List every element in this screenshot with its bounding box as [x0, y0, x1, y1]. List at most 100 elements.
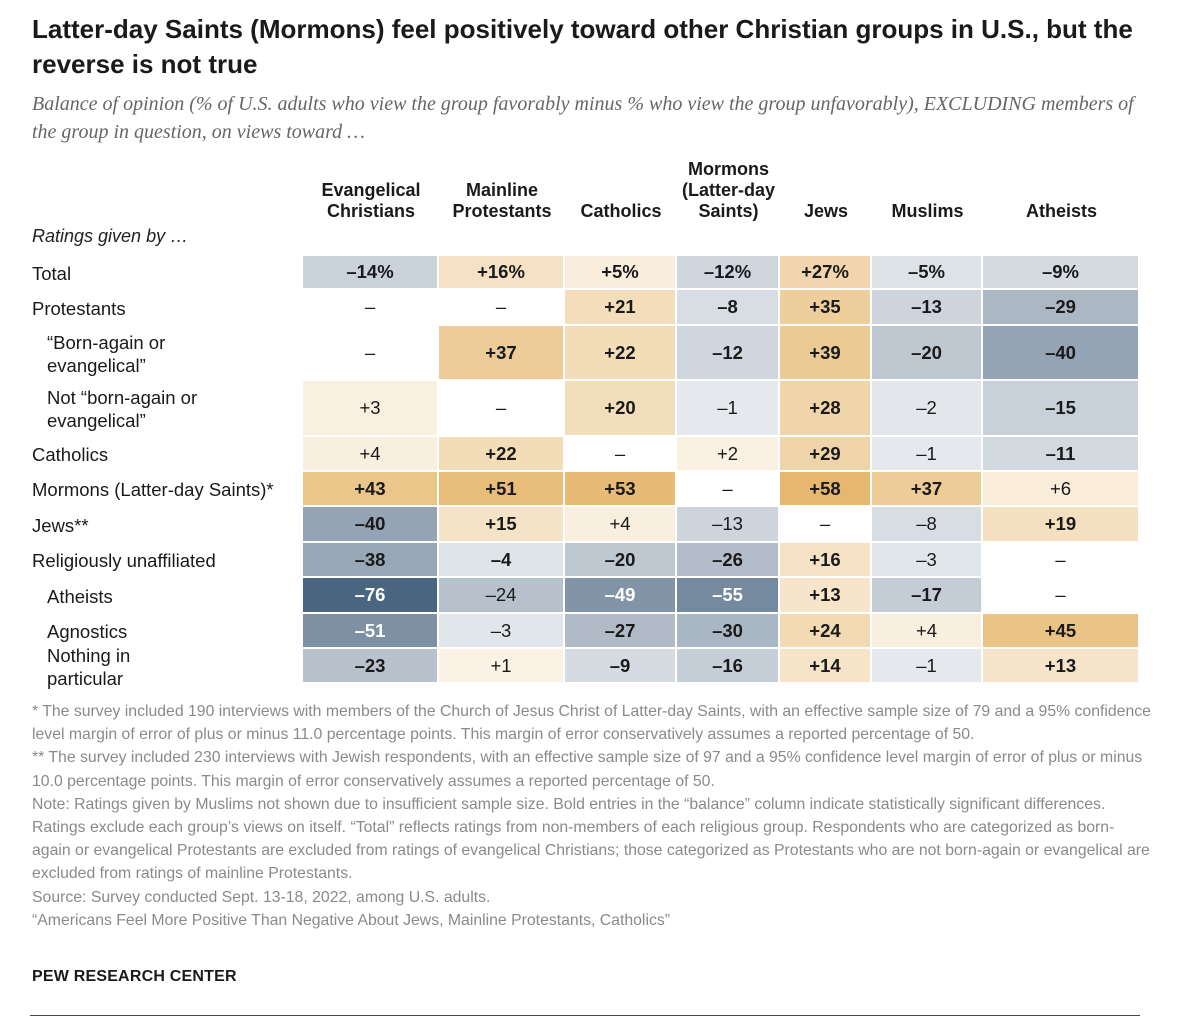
heatmap-cell: –9%	[983, 256, 1138, 288]
heatmap-cell: +2	[677, 437, 778, 470]
heatmap-cell: +1	[439, 649, 563, 682]
heatmap-cell: –15	[983, 381, 1138, 435]
heatmap-cell: +51	[439, 472, 563, 505]
heatmap-cell: +43	[303, 472, 437, 505]
row-label: Not “born-again or evangelical”	[47, 387, 198, 431]
heatmap-cell: –16	[677, 649, 778, 682]
heatmap-cell: +28	[780, 381, 870, 435]
heatmap-cell: –13	[872, 290, 981, 324]
heatmap-cell: –17	[872, 578, 981, 612]
report-title: “Americans Feel More Positive Than Negat…	[32, 911, 671, 929]
ratings-by-label: Ratings given by …	[32, 226, 189, 246]
heatmap-cell: –12	[677, 326, 778, 379]
heatmap-cell: –76	[303, 578, 437, 612]
column-header: Atheists	[1025, 201, 1097, 221]
chart-subtitle: Balance of opinion (% of U.S. adults who…	[32, 93, 1134, 143]
row-label: “Born-again or evangelical”	[47, 331, 166, 376]
heatmap-cell: +6	[983, 472, 1138, 505]
row-label: Mormons (Latter-day Saints)*	[32, 479, 274, 500]
heatmap-cell: +27%	[780, 256, 870, 288]
heatmap-cell: +13	[983, 649, 1138, 682]
heatmap-cell: +3	[303, 381, 437, 435]
heatmap-cell: +37	[872, 472, 981, 505]
heatmap-cell: +24	[780, 614, 870, 647]
row-label: Agnostics	[47, 621, 128, 642]
heatmap-cell: –	[303, 290, 437, 324]
heatmap-cell: –14%	[303, 256, 437, 288]
row-label: Nothing in particular	[47, 644, 131, 689]
heatmap-cell: –	[780, 507, 870, 541]
chart-title: Latter-day Saints (Mormons) feel positiv…	[32, 14, 1133, 79]
heatmap-cell: –2	[872, 381, 981, 435]
heatmap-cell: –38	[303, 543, 437, 576]
heatmap-cell: +22	[565, 326, 675, 379]
heatmap-cell: +58	[780, 472, 870, 505]
heatmap-cell: –11	[983, 437, 1138, 470]
heatmap-cell: +29	[780, 437, 870, 470]
heatmap-cell: –5%	[872, 256, 981, 288]
heatmap-cell: –1	[677, 381, 778, 435]
heatmap-cell: +21	[565, 290, 675, 324]
heatmap-cell: –23	[303, 649, 437, 682]
heatmap-cell: +4	[565, 507, 675, 541]
heatmap-cell: –13	[677, 507, 778, 541]
heatmap-cell: +22	[439, 437, 563, 470]
column-header: Jews	[803, 201, 849, 221]
brand-label: PEW RESEARCH CENTER	[32, 968, 237, 985]
row-label: Total	[32, 262, 72, 284]
heatmap-cell: +53	[565, 472, 675, 505]
heatmap-cell: –1	[872, 649, 981, 682]
heatmap-cell: +13	[780, 578, 870, 612]
heatmap-cell: +5%	[565, 256, 675, 288]
heatmap-cell: –	[303, 326, 437, 379]
heatmap-cell: –8	[677, 290, 778, 324]
source: Source: Survey conducted Sept. 13-18, 20…	[32, 888, 491, 906]
heatmap-cell: –12%	[677, 256, 778, 288]
heatmap-cell: –26	[677, 543, 778, 576]
heatmap-cell: +16%	[439, 256, 563, 288]
footnote-mormons: * The survey included 190 interviews wit…	[32, 703, 1151, 744]
heatmap-cell: +20	[565, 381, 675, 435]
heatmap-cell: –20	[565, 543, 675, 576]
heatmap-cell: –27	[565, 614, 675, 647]
column-header: Muslims	[891, 201, 964, 221]
heatmap-cell: –9	[565, 649, 675, 682]
heatmap-cell: +4	[872, 614, 981, 647]
heatmap-cell: –40	[303, 507, 437, 541]
bottom-rule	[30, 1015, 1140, 1016]
heatmap-cell: –8	[872, 507, 981, 541]
row-label: Catholics	[32, 444, 109, 465]
row-label: Protestants	[32, 297, 126, 319]
heatmap-cell: +4	[303, 437, 437, 470]
note: Note: Ratings given by Muslims not shown…	[32, 795, 1150, 883]
heatmap-cell: –40	[983, 326, 1138, 379]
row-label: Jews**	[32, 514, 89, 536]
heatmap-cell: –51	[303, 614, 437, 647]
heatmap-cell: +37	[439, 326, 563, 379]
heatmap-cell: –	[439, 381, 563, 435]
heatmap-cell: –1	[872, 437, 981, 470]
heatmap-cell: –49	[565, 578, 675, 612]
column-header: Evangelical Christians	[321, 180, 421, 221]
heatmap-cell: –29	[983, 290, 1138, 324]
heatmap-cell: +19	[983, 507, 1138, 541]
heatmap-cell: +14	[780, 649, 870, 682]
heatmap-cell: –20	[872, 326, 981, 379]
row-label: Religiously unaffiliated	[32, 550, 216, 571]
heatmap-cell: –	[565, 437, 675, 470]
footnotes: * The survey included 190 interviews wit…	[32, 700, 1152, 932]
column-header: Mainline Protestants	[452, 180, 552, 221]
heatmap-cell: –24	[439, 578, 563, 612]
heatmap-cell: –3	[872, 543, 981, 576]
heatmap-cell: –55	[677, 578, 778, 612]
heatmap-cell: –	[677, 472, 778, 505]
heatmap-cell: +15	[439, 507, 563, 541]
footnote-jews: ** The survey included 230 interviews wi…	[32, 749, 1143, 790]
heatmap-cell: +45	[983, 614, 1138, 647]
heatmap-cell: –	[439, 290, 563, 324]
heatmap-cell: +16	[780, 543, 870, 576]
heatmap-cell: +35	[780, 290, 870, 324]
heatmap-cell: –30	[677, 614, 778, 647]
heatmap-cell: –4	[439, 543, 563, 576]
heatmap-cell: –	[983, 543, 1138, 576]
